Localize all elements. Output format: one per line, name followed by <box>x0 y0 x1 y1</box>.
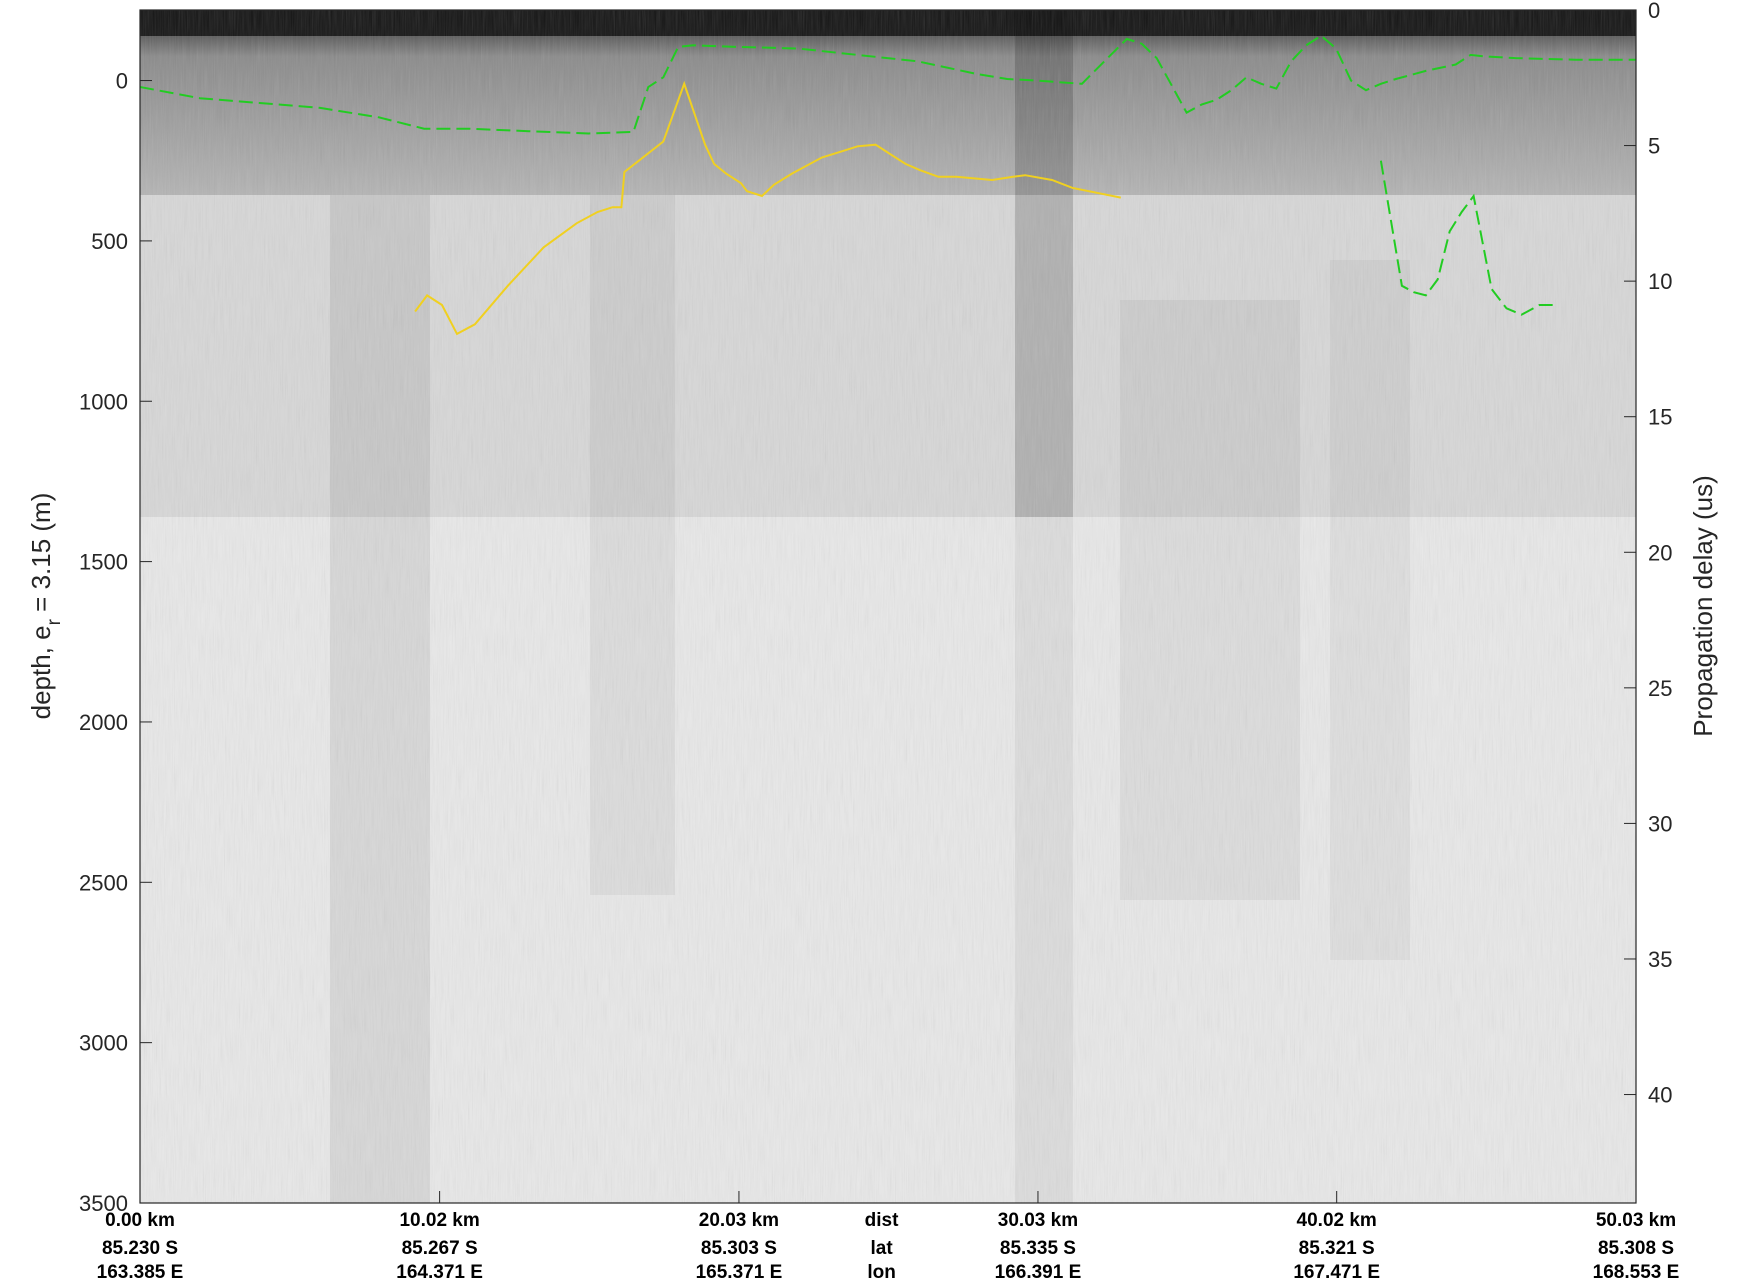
x-tick-lon: 163.385 E <box>97 1262 184 1283</box>
x-tick-lat: 85.267 S <box>402 1238 478 1259</box>
pick-lines <box>140 34 1636 336</box>
left-tick-label: 3500 <box>79 1191 128 1216</box>
y-axis-label-right: Propagation delay (us) <box>1688 475 1718 737</box>
right-tick-labels: 0 5 10 15 20 25 30 35 40 <box>1648 0 1672 1108</box>
right-tick-label: 10 <box>1648 269 1672 294</box>
left-tick-label: 2500 <box>79 870 128 895</box>
right-tick-label: 15 <box>1648 405 1672 430</box>
right-tick-label: 35 <box>1648 947 1672 972</box>
x-tick-lat: 85.308 S <box>1598 1238 1674 1259</box>
left-tick-label: 500 <box>91 229 128 254</box>
left-tick-label: 1000 <box>79 389 128 414</box>
right-tick-label: 25 <box>1648 676 1672 701</box>
series-bed_right <box>1379 160 1558 316</box>
row-label-dist: dist <box>865 1210 899 1231</box>
x-tick-lat: 85.303 S <box>701 1238 777 1259</box>
x-tick-lon: 167.471 E <box>1293 1262 1380 1283</box>
right-tick-label: 0 <box>1648 0 1660 23</box>
x-tick-lat: 85.335 S <box>1000 1238 1076 1259</box>
series-bed <box>414 80 1121 336</box>
row-label-lat: lat <box>870 1238 893 1259</box>
x-tick-lon: 166.391 E <box>995 1262 1082 1283</box>
x-tick-lon: 168.553 E <box>1593 1262 1680 1283</box>
footer-tick-table: 0.00 km 85.230 S 163.385 E 10.02 km 85.267 S… <box>97 1210 1680 1283</box>
x-tick-dist: 10.02 km <box>399 1210 479 1231</box>
x-tick-lon: 165.371 E <box>696 1262 783 1283</box>
left-tick-label: 2000 <box>79 710 128 735</box>
left-tick-labels: 0 500 1000 1500 2000 2500 3000 3500 <box>79 69 128 1216</box>
radargram-image <box>140 10 1636 1203</box>
row-label-lon: lon <box>867 1262 896 1283</box>
x-tick-dist: 0.00 km <box>105 1210 175 1231</box>
series-surface <box>140 34 1636 135</box>
right-tick-label: 5 <box>1648 134 1660 159</box>
right-tick-label: 30 <box>1648 811 1672 836</box>
x-tick-dist: 20.03 km <box>699 1210 779 1231</box>
left-tick-label: 1500 <box>79 550 128 575</box>
x-tick-dist: 30.03 km <box>998 1210 1078 1231</box>
right-tick-label: 20 <box>1648 540 1672 565</box>
x-tick-lon: 164.371 E <box>396 1262 483 1283</box>
left-tick-label: 3000 <box>79 1031 128 1056</box>
left-tick-label: 0 <box>116 69 128 94</box>
x-tick-lat: 85.230 S <box>102 1238 178 1259</box>
x-tick-dist: 40.02 km <box>1297 1210 1377 1231</box>
plot-frame <box>139 9 1637 1204</box>
right-tick-label: 40 <box>1648 1083 1672 1108</box>
y-axis-label-left: depth, er = 3.15 (m) <box>26 493 65 720</box>
x-tick-dist: 50.03 km <box>1596 1210 1676 1231</box>
x-tick-lat: 85.321 S <box>1299 1238 1375 1259</box>
